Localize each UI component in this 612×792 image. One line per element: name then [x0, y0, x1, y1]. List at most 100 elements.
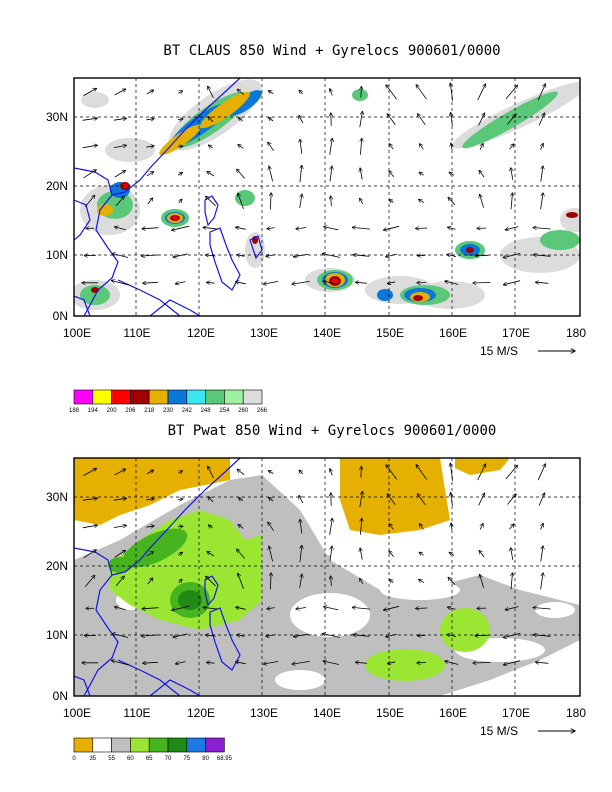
lon-label: 170E: [502, 326, 530, 340]
lon-label: 130E: [250, 326, 278, 340]
wind-vector-arrow: [478, 493, 485, 506]
colorbar-swatch: [130, 389, 150, 405]
wind-vector-arrow: [322, 634, 340, 638]
wind-vector-arrow: [323, 661, 339, 665]
wind-vector-arrow: [269, 498, 274, 502]
wind-vector-arrow: [208, 466, 214, 478]
wind-vector-arrow: [141, 255, 160, 256]
wind-vector-arrow: [352, 227, 371, 229]
wind-vector-arrow: [480, 194, 484, 208]
wind-vector-arrow: [115, 227, 126, 231]
wind-vector-arrow: [175, 282, 186, 284]
wind-vector-arrow: [115, 607, 126, 611]
lat-label: 30N: [46, 490, 68, 504]
wind-vector-arrow: [84, 195, 95, 208]
wind-vector-arrow: [267, 608, 275, 609]
lon-label: 180: [566, 326, 586, 340]
vector-ref-label: 15 M/S: [480, 724, 518, 738]
wind-vector-arrow: [540, 193, 544, 210]
wind-vector-arrow: [451, 523, 452, 530]
wind-vector-arrow: [270, 193, 271, 210]
colorbar-tick-label: 55: [108, 756, 115, 762]
wind-vector-arrow: [141, 635, 160, 636]
wind-vector-arrow: [206, 196, 216, 207]
wind-vector-arrow: [205, 255, 216, 256]
colorbar-tick-label: 200: [107, 408, 118, 414]
wind-vector-arrow: [238, 118, 244, 121]
wind-vector-arrow: [179, 579, 182, 584]
lat-label: 10N: [46, 248, 68, 262]
wind-vector-arrow: [268, 142, 275, 152]
wind-vector-arrow: [114, 469, 126, 476]
wind-vector-arrow: [447, 254, 457, 256]
wind-vector-arrow: [353, 635, 370, 637]
colorbar-swatch: [92, 389, 112, 405]
wind-vector-arrow: [360, 168, 362, 180]
wind-vector-arrow: [177, 119, 183, 120]
wind-vector-arrow: [383, 225, 400, 230]
wind-vector-arrow: [205, 635, 216, 636]
wind-vector-arrow: [112, 254, 129, 258]
wind-vector-arrow: [203, 607, 219, 609]
wind-vector-arrow: [480, 143, 483, 150]
wind-vector-arrow: [172, 225, 190, 230]
wind-vector-arrow: [419, 199, 425, 204]
wind-vector-arrow: [541, 143, 544, 150]
lat-axis: 30N 20N 10N 0N: [46, 490, 68, 703]
wind-vector-arrow: [355, 282, 367, 283]
colorbar-tick-label: 242: [182, 408, 193, 414]
wind-vector-arrow: [300, 519, 302, 534]
wind-vector-arrow: [300, 139, 302, 154]
wind-vector-arrow: [330, 469, 333, 476]
wind-vector-arrow: [238, 525, 244, 529]
lat-label: 0N: [53, 689, 68, 703]
cloud-fill-orange: [97, 91, 430, 302]
wind-vector-arrow: [266, 635, 276, 637]
wind-vector-arrow: [292, 281, 310, 284]
wind-vector-arrow: [322, 254, 340, 258]
wind-vector-arrow: [179, 199, 182, 204]
wind-vector-arrow: [237, 635, 245, 637]
coastlines: [74, 78, 263, 316]
wind-vector-arrow: [142, 608, 159, 609]
wind-vector-arrow: [113, 498, 127, 500]
wind-vector-arrow: [541, 523, 544, 530]
wind-vector-arrow: [360, 518, 361, 535]
wind-vector-arrow: [330, 166, 332, 182]
wind-vector-arrow: [331, 196, 332, 207]
wind-vector-arrow: [203, 227, 219, 229]
colorbar-swatch: [73, 737, 94, 753]
wind-vector-arrow: [360, 578, 364, 585]
wind-vector-arrow: [300, 165, 302, 183]
colorbar-tick-label: 68.95: [217, 756, 233, 762]
wind-vector-arrow: [533, 635, 551, 637]
colorbar-tick-label: 194: [88, 408, 99, 414]
wind-vector-arrow: [323, 281, 339, 285]
wind-vector-arrow: [389, 524, 394, 530]
wind-vector-arrow: [268, 471, 274, 474]
lon-label: 100E: [63, 326, 91, 340]
colorbar-swatch: [167, 389, 188, 405]
colorbar-tick-label: 75: [183, 756, 190, 762]
lat-label: 20N: [46, 179, 68, 193]
wind-vector-arrow: [538, 113, 545, 126]
wind-vector-arrow: [207, 552, 215, 557]
wind-vector-arrow: [236, 227, 246, 229]
wind-vector-arrow: [537, 464, 545, 481]
wind-vector-arrow: [359, 111, 363, 128]
colorbar-swatch: [111, 737, 131, 753]
colorbar-tick-label: 230: [163, 408, 174, 414]
wind-vector-arrow: [143, 282, 158, 283]
wind-vector-arrow: [511, 168, 513, 180]
wind-vector-arrow: [238, 498, 244, 501]
lat-label: 10N: [46, 628, 68, 642]
wind-vector-arrow: [509, 144, 515, 150]
wind-vector-arrow: [84, 575, 95, 588]
colorbar-swatch: [167, 737, 188, 753]
colorbar-tick-label: 188: [69, 408, 80, 414]
wind-vector-arrow: [451, 143, 452, 150]
lon-label: 150E: [376, 326, 404, 340]
wind-vector-arrow: [331, 576, 332, 587]
wind-vector-arrow: [417, 494, 426, 506]
wind-vector-arrow: [270, 573, 271, 590]
